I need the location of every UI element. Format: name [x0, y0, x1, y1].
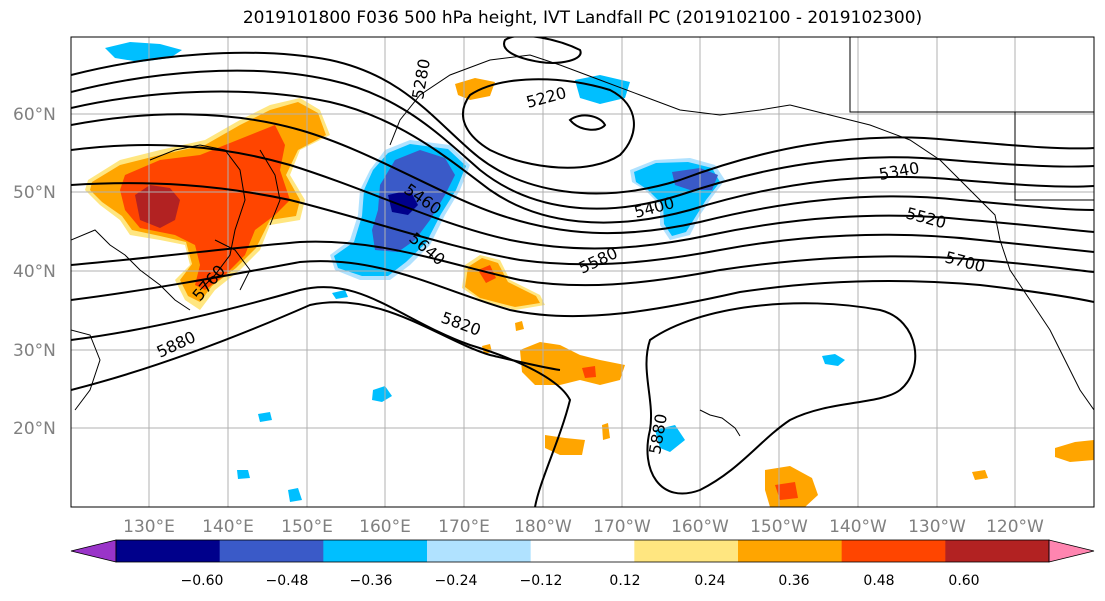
lon-label: 160°E	[359, 517, 411, 537]
colorbar-tick-label: 0.12	[609, 573, 640, 589]
lon-label: 140°W	[829, 517, 887, 537]
colorbar-tick-label: −0.12	[520, 573, 563, 589]
lon-label: 120°W	[986, 517, 1044, 537]
lon-label: 150°W	[750, 517, 808, 537]
colorbar-segment	[945, 540, 1050, 562]
map-panel	[71, 37, 1094, 507]
map-frame	[70, 36, 1095, 508]
lat-label: 30°N	[13, 341, 56, 361]
colorbar-tick-label: 0.60	[948, 573, 979, 589]
colorbar-ticks: −0.60 −0.48 −0.36 −0.24 −0.12 0.12 0.24 …	[181, 573, 980, 589]
lon-label: 170°W	[593, 517, 651, 537]
map-title: 2019101800 F036 500 hPa height, IVT Land…	[242, 8, 923, 28]
colorbar-tick-label: 0.36	[778, 573, 809, 589]
colorbar-segment	[323, 540, 428, 562]
colorbar-extend-low	[70, 539, 117, 563]
colorbar-tick-label: −0.36	[350, 573, 393, 589]
colorbar-segment	[219, 540, 324, 562]
colorbar-outline	[115, 539, 1050, 563]
lon-label: 130°E	[123, 517, 175, 537]
colorbar-segment	[738, 540, 843, 562]
latitude-labels: 60°N 50°N 40°N 30°N 20°N	[13, 105, 56, 439]
colorbar-tick-label: −0.24	[435, 573, 478, 589]
colorbar-segments	[116, 540, 1050, 562]
gridlines	[71, 37, 1094, 507]
colorbar-tick-label: −0.60	[181, 573, 224, 589]
colorbar-segment	[841, 540, 946, 562]
lon-label: 160°W	[671, 517, 729, 537]
colorbar-extend-high	[1048, 539, 1095, 563]
colorbar-tick-label: 0.24	[694, 573, 725, 589]
colorbar-segment	[116, 540, 221, 562]
longitude-labels: 130°E 140°E 150°E 160°E 170°E 180°W 170°…	[123, 517, 1044, 537]
lon-label: 170°E	[438, 517, 490, 537]
colorbar-segment	[530, 540, 635, 562]
coastlines	[71, 37, 1094, 437]
colorbar-segment	[427, 540, 532, 562]
lat-label: 60°N	[13, 105, 56, 125]
lat-label: 40°N	[13, 262, 56, 282]
lon-label: 140°E	[202, 517, 254, 537]
colorbar-tick-label: −0.48	[266, 573, 309, 589]
colorbar-segment	[634, 540, 739, 562]
colorbar: −0.60 −0.48 −0.36 −0.24 −0.12 0.12 0.24 …	[70, 539, 1095, 589]
lat-label: 50°N	[13, 183, 56, 203]
height-contours	[71, 37, 1094, 507]
lon-label: 150°E	[281, 517, 333, 537]
lon-label: 180°W	[514, 517, 572, 537]
lat-label: 20°N	[13, 419, 56, 439]
lon-label: 130°W	[908, 517, 966, 537]
colorbar-tick-label: 0.48	[863, 573, 894, 589]
